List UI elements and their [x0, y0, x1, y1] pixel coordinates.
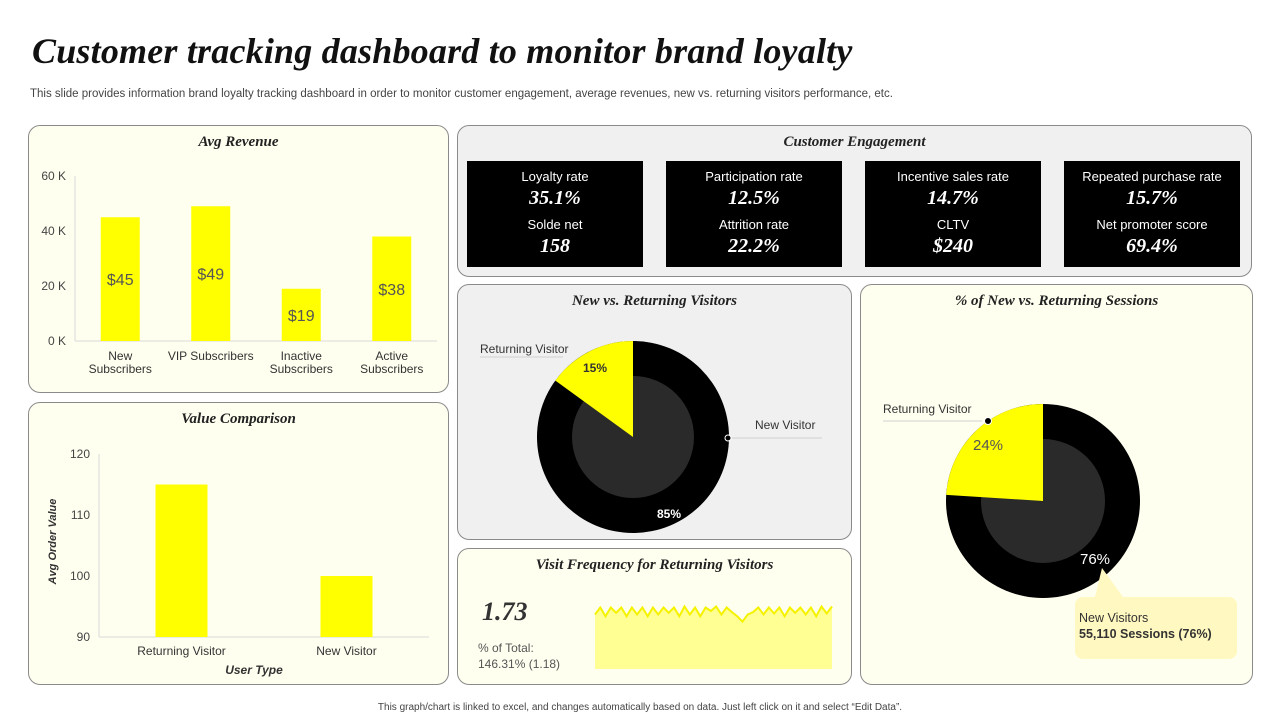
kpi-value-loyalty-rate: 35.1% — [529, 187, 581, 209]
bar-data-label: $45 — [107, 272, 134, 289]
kpi-label-incentive-sales-rate: Incentive sales rate — [896, 169, 1009, 184]
callout-pointer — [1095, 568, 1123, 597]
pie-slice-returning-visitor — [946, 404, 1043, 501]
x-tick-label: Subscribers — [89, 362, 152, 376]
kpi-card-2: Participation rate 12.5% Attrition rate … — [666, 161, 842, 267]
page-subtitle: This slide provides information brand lo… — [30, 88, 893, 100]
y-tick-label: 0 K — [48, 334, 66, 348]
bar — [281, 288, 321, 341]
pie-data-label: 76% — [1080, 551, 1110, 568]
kpi-value-solde-net: 158 — [540, 235, 570, 257]
pie-data-label: 85% — [657, 507, 681, 521]
x-tick-label: Subscribers — [270, 362, 333, 376]
y-tick-label: 20 K — [41, 279, 66, 293]
kpi-value-attrition-rate: 22.2% — [728, 235, 780, 257]
bar — [320, 576, 373, 637]
pie-legend-label: Returning Visitor — [883, 402, 972, 416]
new-vs-returning-panel: New vs. Returning Visitors 15% 85% Returni… — [457, 284, 852, 540]
pie-legend-label: New Visitor — [755, 418, 815, 432]
footer-note: This graph/chart is linked to excel, and… — [377, 702, 903, 713]
value-comparison-title: Value Comparison — [181, 411, 296, 427]
y-tick-label: 40 K — [41, 224, 66, 238]
value-comparison-chart: 90 100 110 120 Returning Visitor New Visitor U… — [47, 447, 429, 677]
area-fill — [595, 606, 832, 669]
kpi-label-cltv: CLTV — [936, 217, 970, 232]
visit-frequency-panel: Visit Frequency for Returning Visitors 1… — [457, 548, 852, 685]
value-comparison-panel: Value Comparison 90 100 110 120 Returning Vi… — [28, 402, 449, 685]
kpi-label-net-promoter-score: Net promoter score — [1096, 217, 1208, 232]
kpi-label-attrition-rate: Attrition rate — [718, 217, 790, 232]
bar — [100, 217, 140, 341]
x-tick-label: Inactive — [281, 349, 323, 363]
customer-engagement-panel: Customer Engagement Loyalty rate 35.1% S… — [457, 125, 1252, 277]
sessions-title: % of New vs. Returning Sessions — [954, 293, 1159, 309]
kpi-value-cltv: $240 — [933, 235, 973, 257]
x-tick-label: VIP Subscribers — [168, 349, 254, 363]
callout-title: New Visitors — [1079, 611, 1149, 625]
x-tick-label: Subscribers — [360, 362, 423, 376]
kpi-card-3: Incentive sales rate 14.7% CLTV $240 — [865, 161, 1041, 267]
bar — [191, 206, 231, 341]
bar — [372, 236, 412, 341]
kpi-value-incentive-sales-rate: 14.7% — [927, 187, 979, 209]
new-vs-returning-title: New vs. Returning Visitors — [571, 293, 738, 309]
y-tick-label: 120 — [70, 447, 90, 461]
leader-dot — [724, 434, 732, 442]
x-tick-label: New — [108, 349, 132, 363]
x-tick-label: Returning Visitor — [137, 644, 226, 658]
kpi-value-repeated-purchase-rate: 15.7% — [1126, 187, 1178, 209]
x-tick-label: Active — [375, 349, 408, 363]
percent-of-total-label: % of Total: — [478, 641, 534, 655]
avg-revenue-panel: Avg Revenue 0 K 20 K 40 K 60 K $45 New Subscri… — [28, 125, 449, 393]
customer-engagement-title: Customer Engagement — [783, 134, 926, 150]
y-axis-label: Avg Order Value — [47, 499, 59, 586]
leader-dot — [984, 417, 992, 425]
y-tick-label: 100 — [70, 569, 90, 583]
bar-data-label: $38 — [378, 282, 405, 299]
percent-of-total-value: 146.31% (1.18) — [478, 657, 561, 671]
kpi-label-solde-net: Solde net — [527, 217, 583, 232]
x-axis-label: User Type — [225, 663, 283, 677]
kpi-label-participation-rate: Participation rate — [705, 169, 803, 184]
new-visitors-callout: New Visitors 55,110 Sessions (76%) — [1075, 597, 1237, 659]
pie-data-label: 24% — [973, 437, 1003, 454]
sessions-chart: 24% 76% Returning Visitor — [883, 402, 1140, 598]
visit-frequency-sparkline — [594, 604, 833, 669]
x-tick-label: New Visitor — [316, 644, 376, 658]
y-tick-label: 90 — [77, 630, 91, 644]
kpi-label-repeated-purchase-rate: Repeated purchase rate — [1082, 169, 1222, 184]
pie-legend-label: Returning Visitor — [480, 342, 569, 356]
kpi-card-1: Loyalty rate 35.1% Solde net 158 — [467, 161, 643, 267]
y-tick-label: 60 K — [41, 169, 66, 183]
kpi-value-net-promoter-score: 69.4% — [1126, 235, 1178, 257]
kpi-label-loyalty-rate: Loyalty rate — [521, 169, 589, 184]
callout-sessions: 55,110 Sessions (76%) — [1079, 627, 1212, 641]
page-title: Customer tracking dashboard to monitor b… — [32, 31, 853, 71]
pie-slice-returning-visitor — [555, 341, 633, 437]
bar — [155, 484, 208, 637]
kpi-card-4: Repeated purchase rate 15.7% Net promote… — [1064, 161, 1240, 267]
area-line — [594, 604, 833, 624]
avg-revenue-title: Avg Revenue — [198, 134, 279, 150]
bar-data-label: $49 — [197, 267, 224, 284]
visit-frequency-value: 1.73 — [482, 597, 528, 626]
pie-data-label: 15% — [583, 361, 607, 375]
visit-frequency-title: Visit Frequency for Returning Visitors — [535, 557, 774, 573]
kpi-value-participation-rate: 12.5% — [728, 187, 780, 209]
sessions-panel: % of New vs. Returning Sessions 24% 76% Re… — [860, 284, 1253, 685]
bar-data-label: $19 — [288, 308, 315, 325]
new-vs-returning-chart: 15% 85% Returning Visitor New Visitor — [480, 341, 822, 533]
y-tick-label: 110 — [71, 508, 90, 522]
